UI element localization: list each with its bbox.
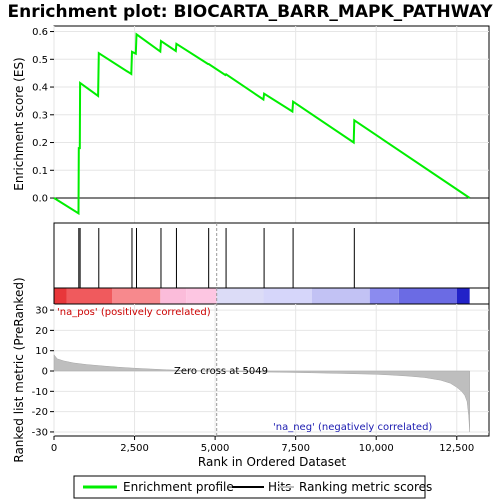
metric-y-ticks: 30 20 10 0 -10 -20 -30 [32, 306, 54, 438]
metric-panel-frame [53, 303, 490, 437]
heatmap-band [66, 288, 112, 304]
es-y-tick-label: 0.5 [32, 55, 48, 66]
es-y-tick-label: 0.6 [32, 27, 48, 38]
enrichment-profile-line [53, 32, 471, 216]
x-tick-label: 0 [51, 443, 57, 454]
metric-y-tick-label: 20 [35, 326, 48, 337]
es-y-ticks: 0.0 0.1 0.2 0.3 0.4 0.5 0.6 [32, 27, 54, 205]
metric-y-axis-label: Ranked list metric (PreRanked) [12, 277, 26, 462]
metric-y-tick-label: 10 [35, 346, 48, 357]
es-panel-frame [53, 25, 490, 224]
es-y-axis-label: Enrichment score (ES) [12, 57, 26, 190]
x-ticks: 0 2,500 5,000 7,500 10,000 12,500 [51, 436, 474, 454]
heatmap-band [369, 288, 399, 304]
es-y-tick-label: 0.0 [32, 194, 48, 205]
metric-y-tick-label: 0 [42, 367, 48, 378]
ranking-heatmap [54, 288, 470, 304]
legend-metric-label: Ranking metric scores [299, 480, 432, 494]
x-tick-label: 7,500 [281, 443, 310, 454]
positive-correlation-label: 'na_pos' (positively correlated) [57, 307, 211, 318]
legend-enrichment-label: Enrichment profile [123, 480, 234, 494]
x-tick-label: 12,500 [439, 443, 474, 454]
heatmap-band [398, 288, 457, 304]
es-y-tick-label: 0.3 [32, 110, 48, 121]
hits-panel-frame [53, 222, 490, 289]
metric-y-tick-label: 30 [35, 306, 48, 317]
es-y-tick-label: 0.1 [32, 166, 48, 177]
metric-y-tick-label: -30 [32, 427, 48, 438]
metric-y-tick-label: -10 [32, 387, 48, 398]
heatmap-band [263, 288, 312, 304]
metric-grid [53, 304, 489, 436]
ranking-metric-area [53, 354, 470, 432]
x-tick-label: 10,000 [359, 443, 394, 454]
x-tick-label: 5,000 [201, 443, 230, 454]
metric-y-tick-label: -20 [32, 407, 48, 418]
heatmap-band [216, 288, 264, 304]
heatmap-band [456, 288, 470, 304]
heatmap-band [112, 288, 161, 304]
x-tick-label: 2,500 [120, 443, 149, 454]
hits-group [78, 228, 355, 288]
es-y-tick-label: 0.4 [32, 83, 48, 94]
x-axis-label: Rank in Ordered Dataset [198, 455, 346, 469]
negative-correlation-label: 'na_neg' (negatively correlated) [273, 422, 432, 433]
heatmap-band [311, 288, 370, 304]
heatmap-band [54, 288, 67, 304]
zero-cross-label: Zero cross at 5049 [174, 366, 268, 377]
heatmap-band [160, 288, 187, 304]
es-y-tick-label: 0.2 [32, 138, 48, 149]
heatmap-band [186, 288, 217, 304]
chart-title: Enrichment plot: BIOCARTA_BARR_MAPK_PATH… [7, 2, 493, 22]
